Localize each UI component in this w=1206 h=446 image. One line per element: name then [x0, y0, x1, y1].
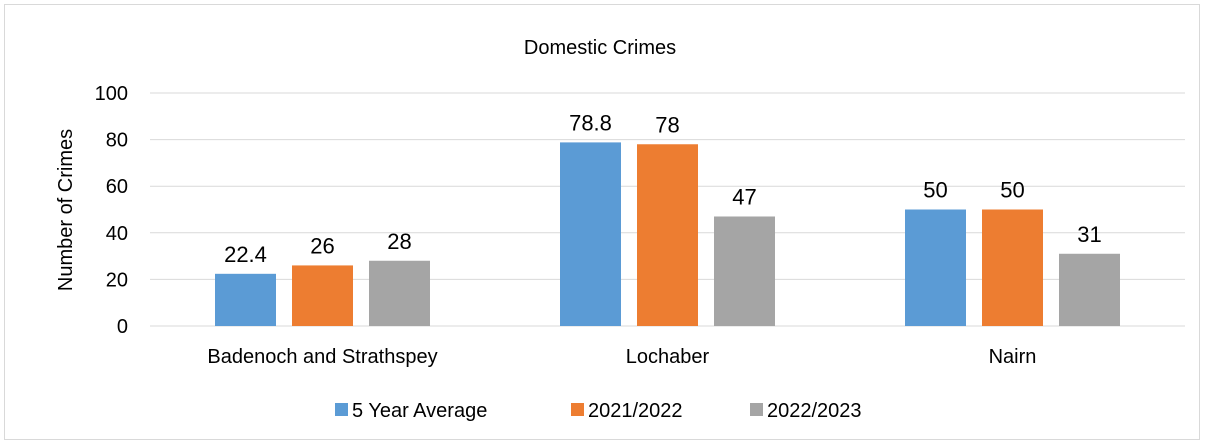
data-label: 78.8: [569, 110, 612, 135]
legend-swatch: [750, 403, 763, 416]
bar: [292, 265, 353, 326]
x-axis-categories: Badenoch and Strathspey Lochaber Nairn: [207, 346, 1036, 368]
y-tick-label: 20: [106, 269, 128, 291]
legend-label: 2022/2023: [767, 400, 862, 422]
x-category-label: Lochaber: [626, 346, 710, 368]
data-label: 26: [310, 233, 334, 258]
data-label: 50: [1000, 178, 1024, 203]
x-category-label: Nairn: [989, 346, 1037, 368]
legend-swatch: [335, 403, 348, 416]
bar: [982, 209, 1043, 326]
bar: [560, 142, 621, 326]
bar: [1059, 253, 1120, 326]
data-labels: 22.4 26 28 78.8 78 47 50 50 31: [224, 110, 1102, 266]
chart-title: Domestic Crimes: [524, 37, 676, 59]
y-tick-label: 40: [106, 223, 128, 245]
legend: 5 Year Average 2021/2022 2022/2023: [335, 400, 862, 422]
bars: [215, 142, 1120, 326]
y-axis-ticks: 0 20 40 60 80 100: [95, 83, 128, 338]
data-label: 78: [655, 112, 679, 137]
data-label: 22.4: [224, 242, 267, 267]
x-category-label: Badenoch and Strathspey: [207, 346, 437, 368]
bar: [369, 260, 430, 326]
y-axis-title: Number of Crimes: [55, 129, 77, 291]
y-tick-label: 60: [106, 176, 128, 198]
y-tick-label: 100: [95, 83, 128, 105]
legend-label: 5 Year Average: [352, 400, 487, 422]
bar: [714, 216, 775, 326]
bar: [637, 144, 698, 326]
data-label: 50: [923, 178, 947, 203]
y-tick-label: 0: [117, 316, 128, 338]
y-tick-label: 80: [106, 130, 128, 152]
data-label: 28: [387, 229, 411, 254]
data-label: 47: [732, 184, 756, 209]
legend-swatch: [571, 403, 584, 416]
legend-label: 2021/2022: [588, 400, 683, 422]
data-label: 31: [1077, 222, 1101, 247]
bar: [215, 273, 276, 326]
bar: [905, 209, 966, 326]
